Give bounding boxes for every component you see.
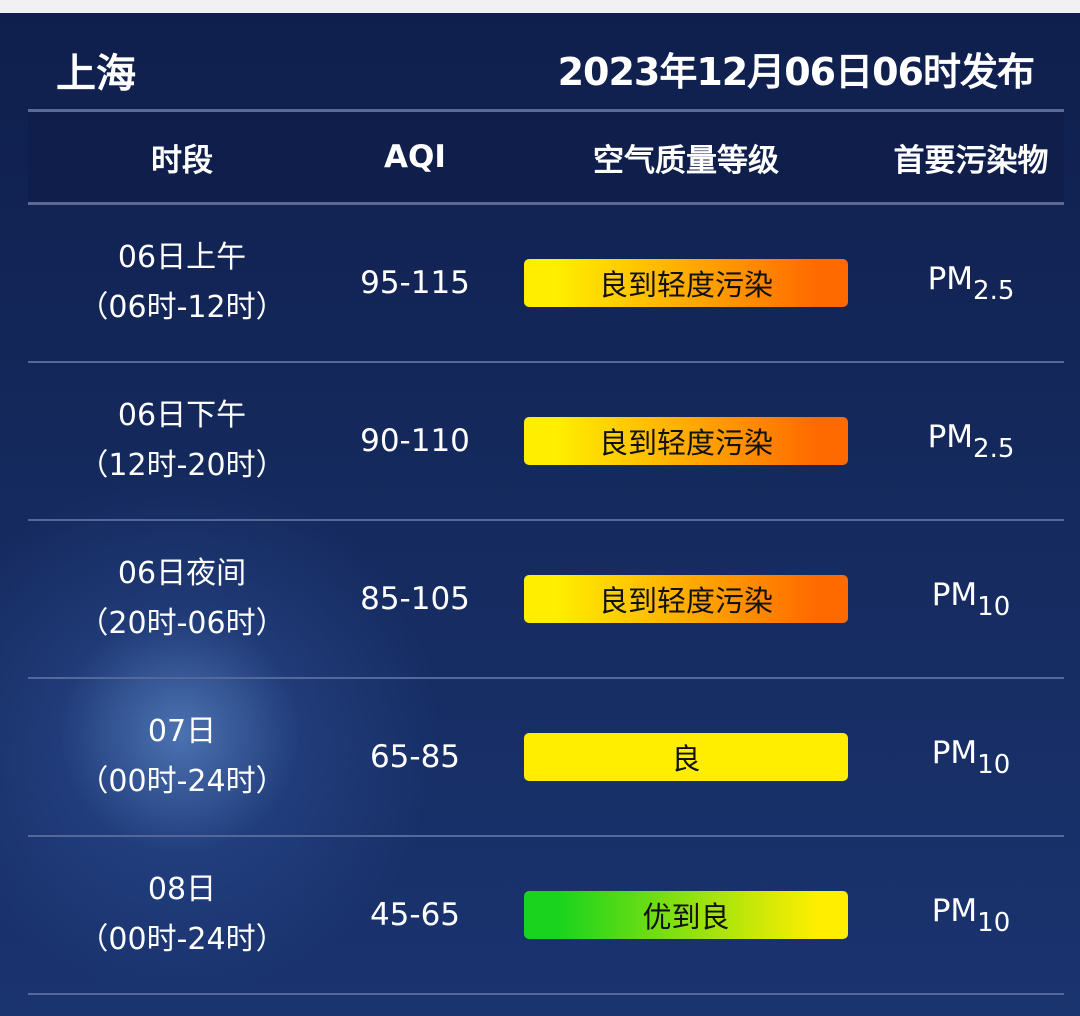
period-cell: 08日 （00时-24时）: [28, 865, 336, 965]
col-period: 时段: [151, 142, 213, 179]
table-row: 06日夜间 （20时-06时） 85-105 良到轻度污染 PM10: [28, 521, 1064, 679]
level-badge: 优到良: [524, 891, 848, 939]
col-pollutant: 首要污染物: [893, 142, 1049, 179]
table-row: 08日 （00时-24时） 45-65 优到良 PM10: [28, 837, 1064, 995]
period-cell: 06日夜间 （20时-06时）: [28, 549, 336, 649]
pollutant-subscript: 2.5: [973, 275, 1015, 306]
pollutant-cell: PM10: [878, 893, 1064, 938]
pollutant-subscript: 10: [977, 907, 1011, 938]
aqi-value: 45-65: [369, 897, 461, 933]
pollutant-cell: PM2.5: [878, 419, 1064, 464]
pollutant-name: PM: [927, 418, 974, 455]
period-range: （00时-24时）: [78, 922, 286, 957]
aqi-value: 95-115: [360, 265, 470, 301]
period-cell: 06日下午 （12时-20时）: [28, 391, 336, 491]
period-range: （20时-06时）: [78, 606, 286, 641]
table-header: 时段 AQI 空气质量等级 首要污染物: [28, 109, 1064, 205]
col-aqi: AQI: [384, 139, 446, 175]
pollutant-cell: PM2.5: [878, 261, 1064, 306]
period-label: 06日夜间: [117, 556, 247, 591]
period-range: （06时-12时）: [78, 290, 286, 325]
level-badge: 良: [524, 733, 848, 781]
pollutant-name: PM: [931, 734, 978, 771]
pollutant-subscript: 2.5: [973, 433, 1015, 464]
pollutant-cell: PM10: [878, 735, 1064, 780]
level-badge: 良到轻度污染: [524, 417, 848, 465]
pollutant-subscript: 10: [977, 749, 1011, 780]
table-row: 07日 （00时-24时） 65-85 良 PM10: [28, 679, 1064, 837]
city-title: 上海: [56, 51, 136, 97]
pollutant-name: PM: [931, 576, 978, 613]
period-label: 07日: [147, 714, 217, 749]
level-badge: 良到轻度污染: [524, 575, 848, 623]
pollutant-subscript: 10: [977, 591, 1011, 622]
issue-time: 2023年12月06日06时发布: [557, 50, 1035, 94]
level-badge: 良到轻度污染: [524, 259, 848, 307]
period-range: （12时-20时）: [78, 448, 286, 483]
aqi-forecast-panel: 上海 2023年12月06日06时发布 时段 AQI 空气质量等级 首要污染物 …: [0, 13, 1080, 1016]
period-label: 06日下午: [117, 398, 247, 433]
period-cell: 06日上午 （06时-12时）: [28, 233, 336, 333]
pollutant-cell: PM10: [878, 577, 1064, 622]
period-cell: 07日 （00时-24时）: [28, 707, 336, 807]
pollutant-name: PM: [927, 260, 974, 297]
period-range: （00时-24时）: [78, 764, 286, 799]
pollutant-name: PM: [931, 892, 978, 929]
period-label: 08日: [147, 872, 217, 907]
aqi-value: 85-105: [360, 581, 470, 617]
col-level: 空气质量等级: [593, 142, 779, 179]
aqi-value: 65-85: [369, 739, 461, 775]
forecast-table: 时段 AQI 空气质量等级 首要污染物 06日上午 （06时-12时） 95-11…: [28, 109, 1064, 995]
table-row: 06日下午 （12时-20时） 90-110 良到轻度污染 PM2.5: [28, 363, 1064, 521]
period-label: 06日上午: [117, 240, 247, 275]
table-row: 06日上午 （06时-12时） 95-115 良到轻度污染 PM2.5: [28, 205, 1064, 363]
aqi-value: 90-110: [360, 423, 470, 459]
